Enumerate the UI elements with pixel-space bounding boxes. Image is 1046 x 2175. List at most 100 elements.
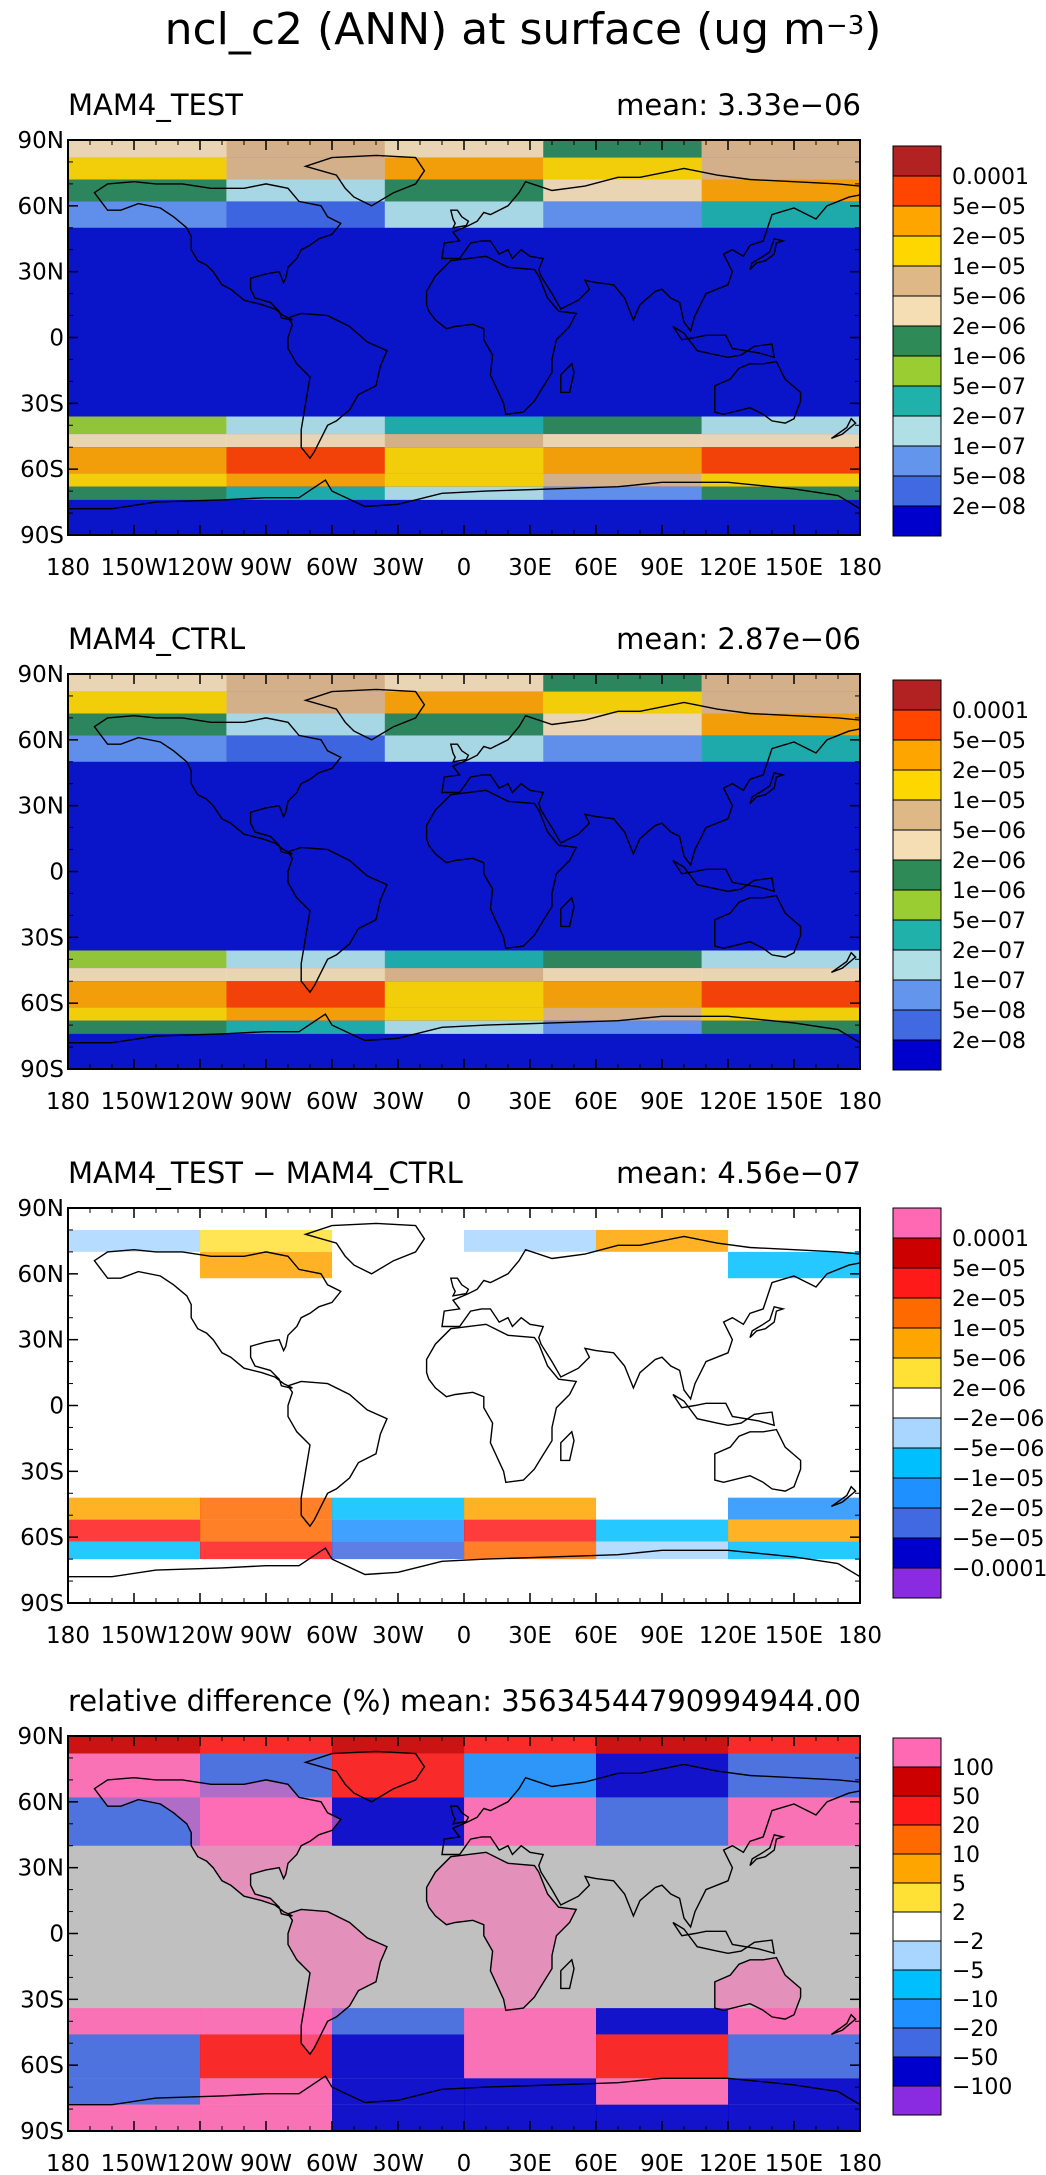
colorbar-swatch (892, 1507, 942, 1539)
field-band (464, 1229, 597, 1252)
colorbar-swatch (892, 205, 942, 237)
colorbar-swatch (892, 415, 942, 447)
y-tick-label: 90S (20, 523, 64, 549)
x-tick-label: 180 (838, 555, 882, 581)
x-tick-label: 0 (457, 2151, 472, 2175)
field-band (543, 735, 703, 762)
x-tick-label: 60W (306, 555, 358, 581)
field-band (226, 950, 386, 969)
colorbar-label: 2e−06 (952, 849, 1026, 874)
x-tick-label: 30W (372, 2151, 424, 2175)
field-band (68, 1020, 227, 1034)
field-band (384, 1020, 544, 1034)
field-band (200, 1519, 333, 1542)
coastline-africa (425, 789, 578, 950)
x-tick-label: 120E (699, 555, 757, 581)
field-band (464, 1753, 597, 1798)
y-tick-label: 90N (18, 1724, 64, 1750)
field-band (332, 2008, 465, 2035)
x-tick-label: 180 (46, 555, 90, 581)
x-tick-label: 30E (508, 1089, 552, 1115)
field-band (464, 1519, 597, 1542)
field-band (68, 473, 227, 487)
y-tick-label: 60N (18, 194, 64, 220)
colorbar-swatch (892, 505, 942, 537)
colorbar-label: 0.0001 (952, 165, 1029, 190)
colorbar-swatch (892, 679, 942, 711)
field-band (728, 1497, 861, 1520)
colorbar-label: 2e−05 (952, 225, 1026, 250)
x-tick-label: 150W (101, 1089, 168, 1115)
y-tick-label: 30S (20, 1987, 64, 2013)
map-plot: 180 150W 120W 90W 60W 30W 0 30E 60E 90E 120E 150E 18… (18, 662, 1029, 1115)
field-band (226, 201, 386, 228)
field-band (332, 1229, 465, 1252)
field-band (226, 713, 386, 736)
x-tick-label: 180 (838, 1623, 882, 1649)
map-plot: 180 150W 120W 90W 60W 30W 0 30E 60E 90E 120E 150E 18… (18, 128, 1029, 581)
x-tick-label: 120E (699, 1089, 757, 1115)
colorbar-label: 2 (952, 1901, 966, 1926)
field-band (384, 157, 544, 180)
field-band (68, 486, 227, 500)
field-band (543, 674, 703, 692)
field-band (728, 2078, 861, 2105)
colorbar-label: −0.0001 (952, 1557, 1046, 1582)
field-band (543, 1007, 703, 1021)
field-band (543, 968, 703, 982)
y-tick-label: 60S (20, 1525, 64, 1551)
colorbar-label: 5e−07 (952, 909, 1026, 934)
colorbar-label: −10 (952, 1988, 998, 2013)
panel-title: relative difference (%) (68, 1684, 392, 1718)
coastline-antarctica (67, 479, 861, 536)
x-tick-label: 120W (167, 555, 234, 581)
colorbar-swatch (892, 1327, 942, 1359)
colorbar-label: 10 (952, 1843, 980, 1868)
y-tick-label: 90S (20, 1591, 64, 1617)
x-tick-label: 90W (240, 1623, 292, 1649)
field-band (543, 486, 703, 500)
field-band (701, 713, 861, 736)
colorbar-swatch (892, 739, 942, 771)
field-band (384, 968, 544, 982)
colorbar-swatch (892, 1477, 942, 1509)
field-band (384, 473, 544, 487)
colorbar-swatch (892, 889, 942, 921)
coastline-australia (714, 1956, 802, 2020)
field-band (701, 950, 861, 969)
field-band (226, 968, 386, 982)
colorbar-label: 5e−08 (952, 465, 1026, 490)
field-band (596, 1797, 729, 1846)
coastline-north-america (93, 714, 342, 855)
field-band (701, 416, 861, 435)
colorbar-label: 5e−05 (952, 1257, 1026, 1282)
y-tick-label: 30N (18, 1328, 64, 1354)
field-band (701, 968, 861, 982)
field-band (332, 1251, 465, 1279)
colorbar-swatch (892, 1998, 942, 2029)
field-band (543, 1020, 703, 1034)
coastline-indonesia (672, 1921, 776, 1955)
colorbar-label: −2e−06 (952, 1407, 1044, 1432)
y-tick-label: 30N (18, 794, 64, 820)
colorbar-label: 2e−06 (952, 315, 1026, 340)
field-band (596, 1753, 729, 1798)
field-band (68, 691, 227, 714)
colorbar-swatch (892, 1447, 942, 1479)
colorbar-swatch (892, 859, 942, 891)
field-band (701, 157, 861, 180)
colorbar-label: 20 (952, 1814, 980, 1839)
x-tick-label: 60E (574, 2151, 618, 2175)
colorbar-swatch (892, 2056, 942, 2087)
colorbar-label: 1e−05 (952, 255, 1026, 280)
field-band (68, 981, 227, 1008)
colorbar-label: 50 (952, 1785, 980, 1810)
coastline-south-america (286, 312, 388, 460)
field-band (68, 157, 227, 180)
colorbar-swatch (892, 1766, 942, 1797)
x-tick-label: 30E (508, 2151, 552, 2175)
colorbar-swatch (892, 385, 942, 417)
coastline-new-zealand (830, 1485, 857, 1508)
coastline-new-zealand (830, 951, 857, 974)
field-band (226, 674, 386, 692)
